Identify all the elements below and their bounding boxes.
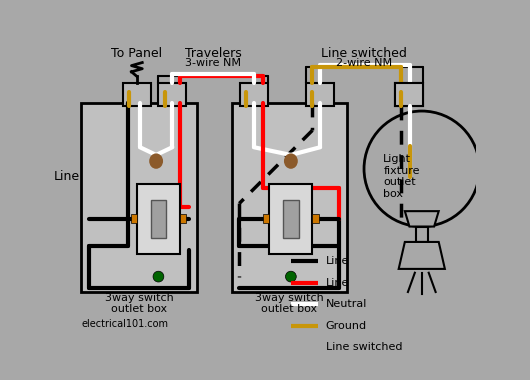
Ellipse shape [284, 154, 298, 169]
Text: Line switched: Line switched [325, 342, 402, 352]
Bar [416, 226, 428, 242]
Text: Ground: Ground [325, 321, 367, 331]
Polygon shape [399, 242, 445, 269]
Bar [151, 200, 166, 238]
Text: Line switched: Line switched [321, 47, 407, 60]
Bar [395, 82, 422, 106]
Text: 3-wire NM: 3-wire NM [185, 58, 241, 68]
Text: electrical101.com: electrical101.com [82, 319, 169, 329]
Bar [158, 82, 186, 106]
Text: Travelers: Travelers [185, 47, 242, 60]
Bar [232, 103, 347, 292]
Bar [306, 82, 334, 106]
Bar [312, 214, 319, 223]
Text: Neutral: Neutral [325, 299, 367, 309]
Bar [269, 184, 313, 253]
Text: Light
fixture
outlet
box: Light fixture outlet box [383, 154, 420, 199]
Bar [123, 82, 151, 106]
Ellipse shape [149, 154, 163, 169]
Text: Line: Line [325, 256, 349, 266]
Circle shape [153, 271, 164, 282]
Text: Line: Line [325, 278, 349, 288]
Text: Line: Line [54, 170, 80, 183]
Circle shape [286, 271, 296, 282]
Bar [263, 214, 269, 223]
Bar [283, 200, 298, 238]
Bar [82, 103, 197, 292]
Text: 2-wire NM: 2-wire NM [336, 58, 392, 68]
Text: 3way switch
outlet box: 3way switch outlet box [255, 293, 324, 314]
Bar [180, 214, 186, 223]
Circle shape [364, 111, 480, 226]
Text: 3way switch
outlet box: 3way switch outlet box [105, 293, 173, 314]
Bar [240, 82, 268, 106]
Polygon shape [405, 211, 439, 226]
Bar [395, 82, 422, 106]
Bar [137, 184, 180, 253]
Bar [131, 214, 137, 223]
Text: To Panel: To Panel [111, 47, 162, 60]
